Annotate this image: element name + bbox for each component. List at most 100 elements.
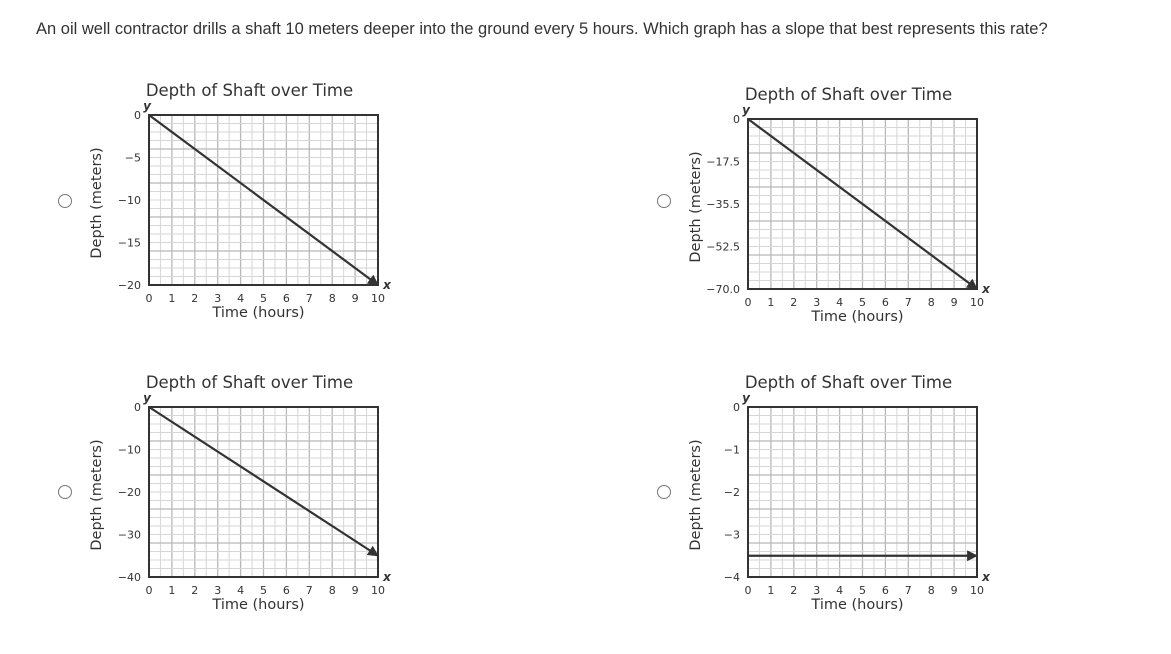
- x-tick-label: 1: [168, 584, 175, 597]
- question-text: An oil well contractor drills a shaft 10…: [36, 20, 1048, 38]
- y-tick-label: −30: [118, 529, 141, 542]
- plot-frame: [148, 114, 379, 286]
- y-axis-variable: y: [742, 391, 751, 405]
- y-tick-label: −5: [125, 152, 141, 165]
- y-tick-label: −2: [724, 486, 740, 499]
- answer-option-3: Depth of Shaft over Time y x 0 −10 −20 −30 −40 0…: [58, 364, 618, 654]
- x-tick-label: 4: [237, 292, 244, 305]
- y-tick-label: 0: [134, 109, 141, 122]
- y-tick-label: −15: [118, 237, 141, 250]
- x-axis-title: Time (hours): [211, 597, 304, 613]
- chart-title: Depth of Shaft over Time: [146, 373, 353, 392]
- x-tick-label: 9: [951, 584, 958, 597]
- y-axis-title: Depth (meters): [688, 151, 704, 262]
- chart-title: Depth of Shaft over Time: [745, 373, 952, 392]
- y-tick-label: −52.5: [706, 241, 740, 254]
- y-tick-label: −20: [118, 486, 141, 499]
- grid: [748, 119, 977, 289]
- x-tick-label: 10: [970, 584, 984, 597]
- y-tick-label: −17.5: [706, 156, 740, 169]
- radio-option-1[interactable]: [58, 194, 72, 208]
- y-tick-label: −10: [118, 444, 141, 457]
- x-tick-label: 10: [371, 292, 385, 305]
- answer-option-4: Depth of Shaft over Time y x 0 −1 −2 −3 −4 0 1 2 3 4…: [657, 364, 1171, 654]
- x-tick-label: 8: [928, 584, 935, 597]
- data-line: [148, 406, 379, 557]
- x-tick-label: 7: [306, 292, 313, 305]
- x-tick-label: 0: [745, 584, 752, 597]
- data-line: [148, 114, 379, 286]
- y-tick-label: −20: [118, 279, 141, 292]
- x-tick-label: 4: [237, 584, 244, 597]
- chart-title: Depth of Shaft over Time: [146, 81, 353, 100]
- x-tick-label: 6: [283, 584, 290, 597]
- x-tick-label: 1: [767, 584, 774, 597]
- x-tick-label: 6: [882, 296, 889, 309]
- x-axis-title: Time (hours): [810, 597, 903, 613]
- y-tick-label: 0: [733, 113, 740, 126]
- x-tick-label: 8: [928, 296, 935, 309]
- x-tick-label: 3: [214, 584, 221, 597]
- y-axis-variable: y: [143, 99, 152, 113]
- x-tick-label: 9: [951, 296, 958, 309]
- x-tick-label: 10: [970, 296, 984, 309]
- data-line: [747, 118, 978, 290]
- x-tick-label: 4: [836, 296, 843, 309]
- x-tick-label: 3: [813, 296, 820, 309]
- y-axis-title: Depth (meters): [89, 439, 105, 550]
- y-tick-label: −35.5: [706, 198, 740, 211]
- x-tick-label: 10: [371, 584, 385, 597]
- radio-option-3[interactable]: [58, 485, 72, 499]
- y-axis-variable: y: [143, 391, 152, 405]
- answer-option-2: Depth of Shaft over Time y x 0 −17.5 −35.5 −52…: [657, 76, 1171, 366]
- x-tick-label: 7: [905, 584, 912, 597]
- x-tick-label: 6: [283, 292, 290, 305]
- radio-option-2[interactable]: [657, 194, 671, 208]
- y-tick-label: 0: [733, 401, 740, 414]
- x-tick-label: 5: [260, 292, 267, 305]
- chart-title: Depth of Shaft over Time: [745, 85, 952, 104]
- plot-frame: [148, 406, 379, 578]
- x-tick-label: 5: [260, 584, 267, 597]
- x-tick-label: 1: [767, 296, 774, 309]
- x-axis-variable: x: [382, 570, 392, 584]
- x-tick-label: 7: [306, 584, 313, 597]
- x-tick-label: 2: [790, 584, 797, 597]
- x-tick-label: 6: [882, 584, 889, 597]
- x-tick-label: 8: [329, 584, 336, 597]
- x-tick-label: 8: [329, 292, 336, 305]
- y-tick-label: −4: [724, 571, 740, 584]
- x-axis-variable: x: [382, 278, 392, 292]
- y-axis-title: Depth (meters): [688, 439, 704, 550]
- plot-frame: [747, 406, 978, 578]
- x-tick-label: 9: [352, 584, 359, 597]
- y-axis-variable: y: [742, 103, 751, 117]
- x-tick-label: 2: [191, 292, 198, 305]
- x-axis-title: Time (hours): [211, 305, 304, 321]
- y-tick-label: −3: [724, 529, 740, 542]
- x-tick-label: 3: [813, 584, 820, 597]
- x-tick-label: 3: [214, 292, 221, 305]
- grid: [149, 407, 378, 577]
- y-tick-label: −70.0: [706, 283, 740, 296]
- y-axis-title: Depth (meters): [89, 147, 105, 258]
- answer-option-1: Depth of Shaft over Time y x 0 −5 −10 −15 −20 0 1…: [58, 72, 618, 362]
- grid: [748, 407, 977, 577]
- x-tick-label: 5: [859, 296, 866, 309]
- x-tick-label: 9: [352, 292, 359, 305]
- radio-option-4[interactable]: [657, 485, 671, 499]
- x-tick-label: 2: [191, 584, 198, 597]
- x-axis-variable: x: [981, 282, 991, 296]
- y-tick-label: −40: [118, 571, 141, 584]
- y-tick-label: 0: [134, 401, 141, 414]
- y-tick-label: −10: [118, 194, 141, 207]
- y-tick-label: −1: [724, 444, 740, 457]
- x-tick-label: 0: [146, 292, 153, 305]
- x-tick-label: 4: [836, 584, 843, 597]
- plot-frame: [747, 118, 978, 290]
- x-tick-label: 0: [745, 296, 752, 309]
- x-axis-variable: x: [981, 570, 991, 584]
